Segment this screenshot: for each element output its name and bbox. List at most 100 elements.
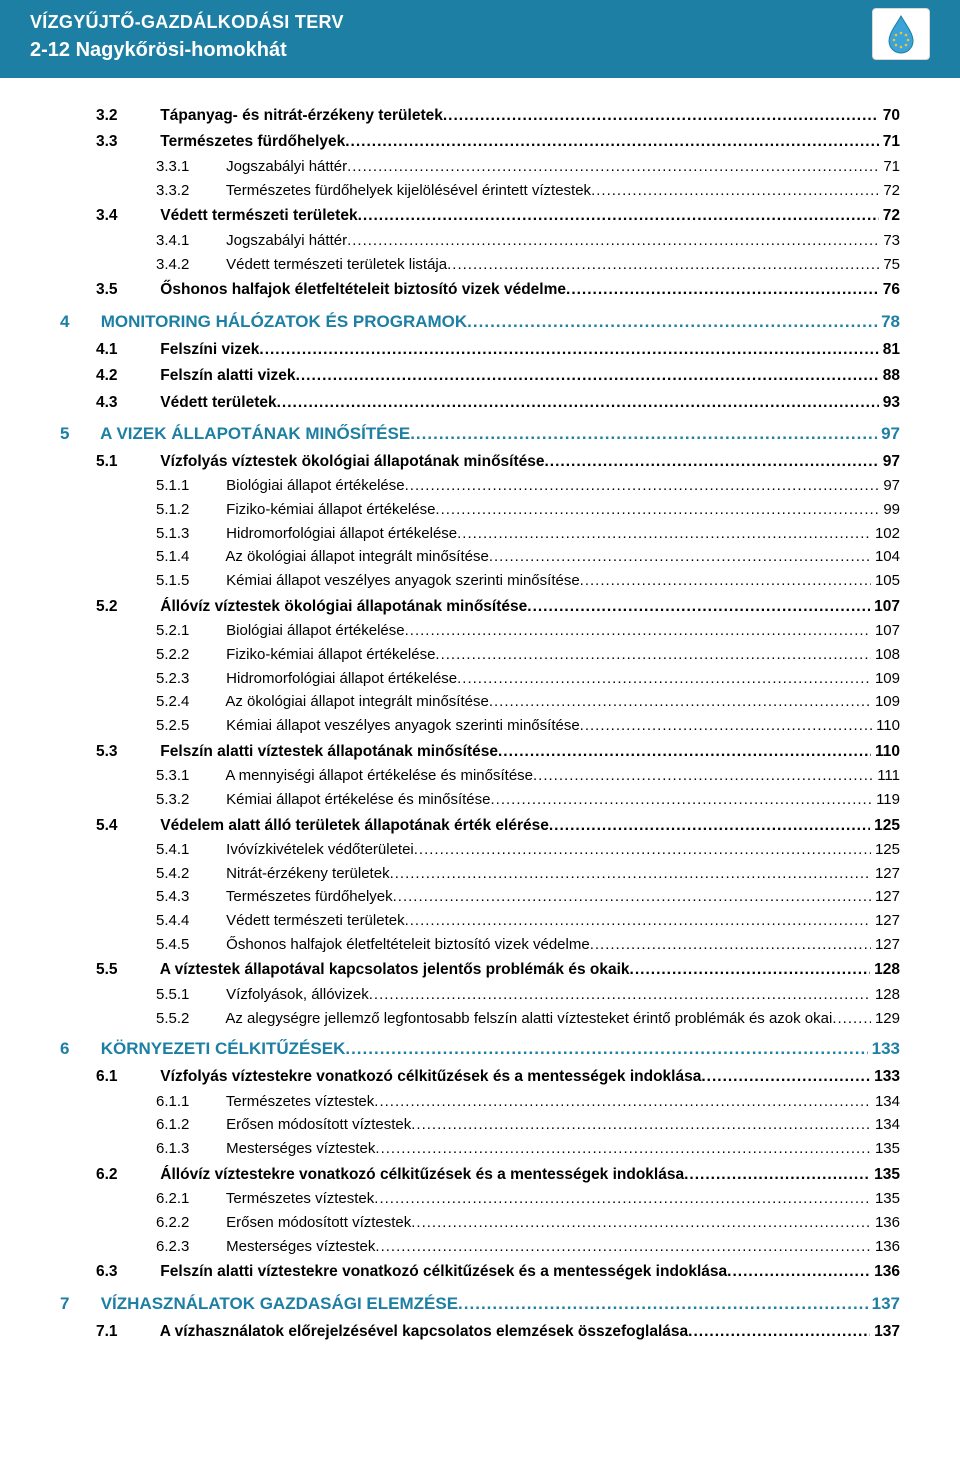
toc-row: 5.1.1 Biológiai állapot értékelése 97 [60, 474, 900, 498]
toc-page-number: 127 [871, 933, 900, 957]
toc-page-number: 135 [871, 1137, 900, 1161]
toc-number: 5.4.2 [60, 862, 222, 886]
toc-label: Őshonos halfajok életfeltételeit biztosí… [222, 933, 590, 957]
toc-leader-dots [414, 838, 871, 862]
toc-label: KÖRNYEZETI CÉLKITŰZÉSEK [96, 1036, 345, 1063]
toc-number: 5.4.5 [60, 933, 222, 957]
toc-page-number: 97 [877, 421, 900, 448]
toc-leader-dots [489, 690, 871, 714]
toc-number: 5.2.2 [60, 643, 222, 667]
toc-number: 4.3 [60, 391, 156, 415]
toc-leader-dots [347, 229, 879, 253]
toc-page-number: 127 [871, 862, 900, 886]
toc-row: 4.2 Felszín alatti vizek 88 [60, 364, 900, 388]
toc-number: 3.2 [60, 104, 156, 128]
toc-leader-dots [727, 1260, 870, 1284]
toc-number: 7 [60, 1291, 96, 1318]
toc-page-number: 127 [871, 909, 900, 933]
toc-row: 5.2.3 Hidromorfológiai állapot értékelés… [60, 667, 900, 691]
toc-row: 5.2.1 Biológiai állapot értékelése 107 [60, 619, 900, 643]
toc-number: 5.4.3 [60, 885, 222, 909]
toc-row: 3.3.1 Jogszabályi háttér 71 [60, 155, 900, 179]
toc-row: 5.5.1 Vízfolyások, állóvizek 128 [60, 983, 900, 1007]
toc-number: 5.5.1 [60, 983, 222, 1007]
toc-number: 3.3.1 [60, 155, 222, 179]
toc-number: 5.2 [60, 595, 156, 619]
toc-leader-dots [701, 1065, 870, 1089]
toc-leader-dots [566, 278, 879, 302]
toc-label: Védett természeti területek [156, 204, 358, 228]
toc-leader-dots [411, 1211, 871, 1235]
toc-page-number: 71 [879, 155, 900, 179]
toc-row: 3.3.2 Természetes fürdőhelyek kijelölésé… [60, 179, 900, 203]
toc-row: 3.2 Tápanyag- és nitrát-érzékeny terület… [60, 104, 900, 128]
toc-page-number: 72 [879, 179, 900, 203]
toc-page-number: 102 [871, 522, 900, 546]
toc-page-number: 111 [873, 764, 900, 788]
toc-leader-dots [580, 714, 872, 738]
toc-leader-dots [410, 421, 877, 448]
toc-page-number: 136 [871, 1235, 900, 1259]
toc-leader-dots [527, 595, 870, 619]
toc-label: Biológiai állapot értékelése [222, 619, 405, 643]
toc-page-number: 97 [879, 474, 900, 498]
toc-row: 5.4 Védelem alatt álló területek állapot… [60, 814, 900, 838]
toc-number: 5.4.4 [60, 909, 222, 933]
toc-row: 5 A VIZEK ÁLLAPOTÁNAK MINŐSÍTÉSE 97 [60, 421, 900, 448]
toc-leader-dots [498, 740, 871, 764]
toc-page-number: 110 [871, 740, 900, 764]
toc-row: 6.1.2 Erősen módosított víztestek 134 [60, 1113, 900, 1137]
toc: 3.2 Tápanyag- és nitrát-érzékeny terület… [0, 78, 960, 1384]
toc-row: 4 MONITORING HÁLÓZATOK ÉS PROGRAMOK 78 [60, 309, 900, 336]
toc-row: 6.2.1 Természetes víztestek 135 [60, 1187, 900, 1211]
toc-page-number: 107 [870, 595, 900, 619]
toc-row: 5.3 Felszín alatti víztestek állapotának… [60, 740, 900, 764]
toc-page-number: 136 [870, 1260, 900, 1284]
toc-number: 4 [60, 309, 96, 336]
toc-label: Kémiai állapot veszélyes anyagok szerint… [222, 569, 580, 593]
toc-number: 6.2.3 [60, 1235, 222, 1259]
toc-row: 6.1 Vízfolyás víztestekre vonatkozó célk… [60, 1065, 900, 1089]
toc-number: 4.2 [60, 364, 156, 388]
toc-number: 5.4 [60, 814, 156, 838]
toc-page-number: 71 [879, 130, 900, 154]
toc-label: Biológiai állapot értékelése [222, 474, 405, 498]
toc-number: 3.5 [60, 278, 156, 302]
toc-row: 7 VÍZHASZNÁLATOK GAZDASÁGI ELEMZÉSE 137 [60, 1291, 900, 1318]
toc-label: Az ökológiai állapot integrált minősítés… [222, 545, 489, 569]
toc-number: 6 [60, 1036, 96, 1063]
toc-leader-dots [375, 1137, 871, 1161]
toc-number: 3.3 [60, 130, 156, 154]
toc-label: Nitrát-érzékeny területek [222, 862, 390, 886]
toc-page-number: 99 [879, 498, 900, 522]
toc-number: 5.1 [60, 450, 156, 474]
toc-label: Mesterséges víztestek [222, 1137, 375, 1161]
toc-number: 5.5.2 [60, 1007, 222, 1031]
toc-label: Védett természeti területek [222, 909, 405, 933]
toc-row: 6.3 Felszín alatti víztestekre vonatkozó… [60, 1260, 900, 1284]
toc-page-number: 133 [868, 1036, 900, 1063]
toc-label: Kémiai állapot veszélyes anyagok szerint… [222, 714, 580, 738]
toc-leader-dots [591, 179, 879, 203]
toc-page-number: 110 [872, 714, 900, 738]
toc-page-number: 81 [879, 338, 900, 362]
toc-number: 6.1.1 [60, 1090, 222, 1114]
toc-leader-dots [688, 1320, 870, 1344]
toc-label: Fiziko-kémiai állapot értékelése [222, 643, 435, 667]
toc-row: 7.1 A vízhasználatok előrejelzésével kap… [60, 1320, 900, 1344]
toc-label: Tápanyag- és nitrát-érzékeny területek [156, 104, 443, 128]
toc-row: 3.3 Természetes fürdőhelyek 71 [60, 130, 900, 154]
toc-leader-dots [580, 569, 871, 593]
toc-label: Védelem alatt álló területek állapotának… [156, 814, 549, 838]
toc-leader-dots [832, 1007, 871, 1031]
toc-row: 5.3.2 Kémiai állapot értékelése és minős… [60, 788, 900, 812]
toc-page-number: 108 [871, 643, 900, 667]
toc-label: Természetes fürdőhelyek kijelölésével ér… [222, 179, 591, 203]
toc-label: Állóvíz víztestekre vonatkozó célkitűzés… [156, 1163, 684, 1187]
toc-row: 6.1.1 Természetes víztestek 134 [60, 1090, 900, 1114]
toc-label: Ivóvízkivételek védőterületei [222, 838, 414, 862]
toc-label: Jogszabályi háttér [222, 229, 347, 253]
toc-row: 6.2.2 Erősen módosított víztestek 136 [60, 1211, 900, 1235]
toc-leader-dots [358, 204, 879, 228]
toc-page-number: 128 [870, 958, 900, 982]
